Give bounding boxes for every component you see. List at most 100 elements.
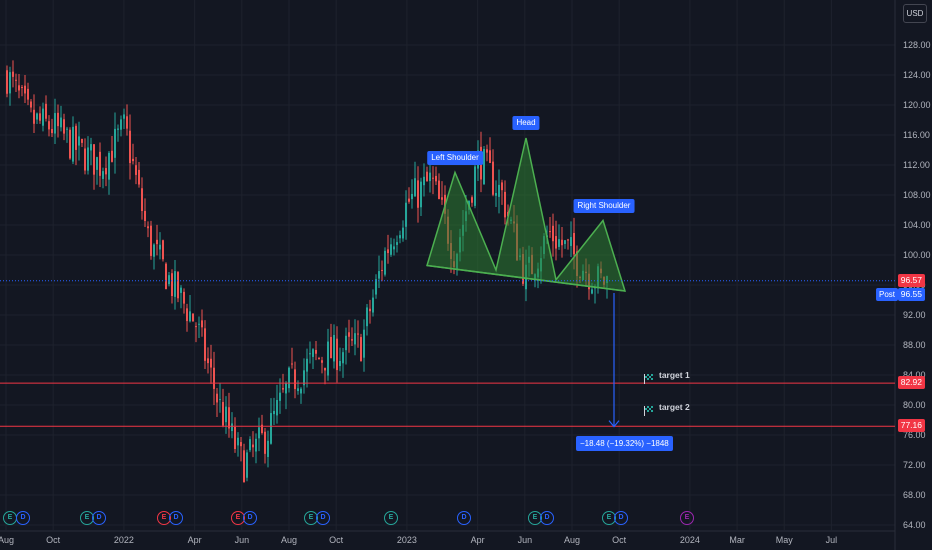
candle-body — [81, 138, 83, 143]
candle-body — [432, 177, 434, 179]
candle-body — [399, 235, 401, 239]
dividend-icon[interactable]: D — [16, 511, 30, 525]
candle-body — [549, 231, 551, 233]
candle-body — [381, 269, 383, 271]
candle-body — [21, 87, 23, 89]
dividend-icon[interactable]: D — [92, 511, 106, 525]
candle-body — [153, 244, 155, 257]
time-tick-label: Jun — [235, 535, 250, 545]
candle-body — [144, 210, 146, 221]
price-tick-label: 92.00 — [903, 310, 926, 320]
dividend-icon[interactable]: D — [457, 511, 471, 525]
dividend-icon[interactable]: D — [614, 511, 628, 525]
earnings-icon[interactable]: E — [3, 511, 17, 525]
candle-body — [318, 357, 320, 359]
candle-body — [183, 291, 185, 304]
earnings-icon[interactable]: E — [680, 511, 694, 525]
dividend-icon[interactable]: D — [243, 511, 257, 525]
candle-body — [483, 148, 485, 185]
dividend-icon[interactable]: D — [540, 511, 554, 525]
price-tick-label: 80.00 — [903, 400, 926, 410]
candle-body — [120, 119, 122, 130]
neckline[interactable] — [426, 264, 626, 292]
price-tick-label: 88.00 — [903, 340, 926, 350]
price-tick-label: 124.00 — [903, 70, 931, 80]
candle-body — [138, 169, 140, 185]
candle-body — [201, 320, 203, 328]
time-scale: Aug Oct 2022 Apr Jun Aug Oct 2023 Apr Jun Aug Oct 20… — [0, 535, 837, 545]
head-shoulders-pattern[interactable] — [426, 137, 627, 292]
candle-body — [591, 289, 593, 294]
left-shoulder-label[interactable]: Left Shoulder — [427, 151, 483, 165]
measure-label[interactable]: −18.48 (−19.32%) −1848 — [576, 436, 673, 451]
time-tick-label: May — [776, 535, 794, 545]
price-tick-label: 64.00 — [903, 520, 926, 530]
candle-body — [72, 126, 74, 162]
candle-body — [129, 130, 131, 164]
time-tick-label: Aug — [0, 535, 14, 545]
candle-body — [63, 119, 65, 134]
price-tick-label: 128.00 — [903, 40, 931, 50]
candle-body — [192, 313, 194, 322]
candle-body — [300, 388, 302, 394]
candle-body — [573, 233, 575, 255]
candle-body — [411, 193, 413, 200]
candle-body — [132, 158, 134, 162]
candle-body — [564, 240, 566, 244]
candle-body — [417, 180, 419, 208]
time-tick-label: Mar — [729, 535, 745, 545]
candle-body — [366, 307, 368, 327]
candle-body — [249, 439, 251, 451]
candle-body — [45, 103, 47, 119]
candle-body — [150, 225, 152, 256]
time-tick-label: 2024 — [680, 535, 700, 545]
candle-body — [270, 413, 272, 444]
candle-body — [54, 113, 56, 134]
post-market-price-tag: 96.55 — [897, 287, 925, 301]
time-tick-label: Oct — [46, 535, 61, 545]
target2-label[interactable]: target 2 — [659, 402, 690, 413]
candle-body — [291, 363, 293, 365]
candle-body — [306, 358, 308, 372]
candle-body — [321, 360, 323, 363]
right-shoulder-label[interactable]: Right Shoulder — [573, 199, 635, 213]
flag-icon[interactable] — [643, 373, 654, 385]
candle-body — [561, 239, 563, 246]
candle-body — [84, 148, 86, 171]
candle-body — [9, 72, 11, 94]
candle-body — [135, 165, 137, 175]
head-label[interactable]: Head — [512, 116, 540, 130]
candle-body — [333, 335, 335, 362]
price-tick-label: 120.00 — [903, 100, 931, 110]
candle-body — [369, 308, 371, 312]
candle-body — [342, 352, 344, 364]
candle-body — [423, 176, 425, 186]
dividend-icon[interactable]: D — [169, 511, 183, 525]
candle-body — [384, 250, 386, 275]
candle-body — [234, 426, 236, 450]
target1-label[interactable]: target 1 — [659, 370, 690, 381]
candle-body — [171, 273, 173, 297]
flag-icon[interactable] — [643, 405, 654, 417]
candle-body — [42, 108, 44, 126]
earnings-icon[interactable]: E — [384, 511, 398, 525]
candle-body — [357, 333, 359, 335]
candle-body — [327, 341, 329, 376]
dividend-icon[interactable]: D — [316, 511, 330, 525]
candle-body — [147, 226, 149, 229]
candle-body — [228, 407, 230, 429]
candle-body — [414, 178, 416, 197]
price-tick-label: 68.00 — [903, 490, 926, 500]
candle-body — [99, 151, 101, 176]
candle-body — [75, 125, 77, 150]
time-tick-label: 2023 — [397, 535, 417, 545]
candle-body — [258, 427, 260, 439]
candle-body — [363, 329, 365, 358]
candle-body — [474, 166, 476, 206]
price-tick-label: 100.00 — [903, 250, 931, 260]
candle-body — [114, 128, 116, 158]
currency-button[interactable]: USD — [903, 4, 927, 23]
candlestick-series — [6, 60, 608, 483]
candle-body — [405, 202, 407, 227]
